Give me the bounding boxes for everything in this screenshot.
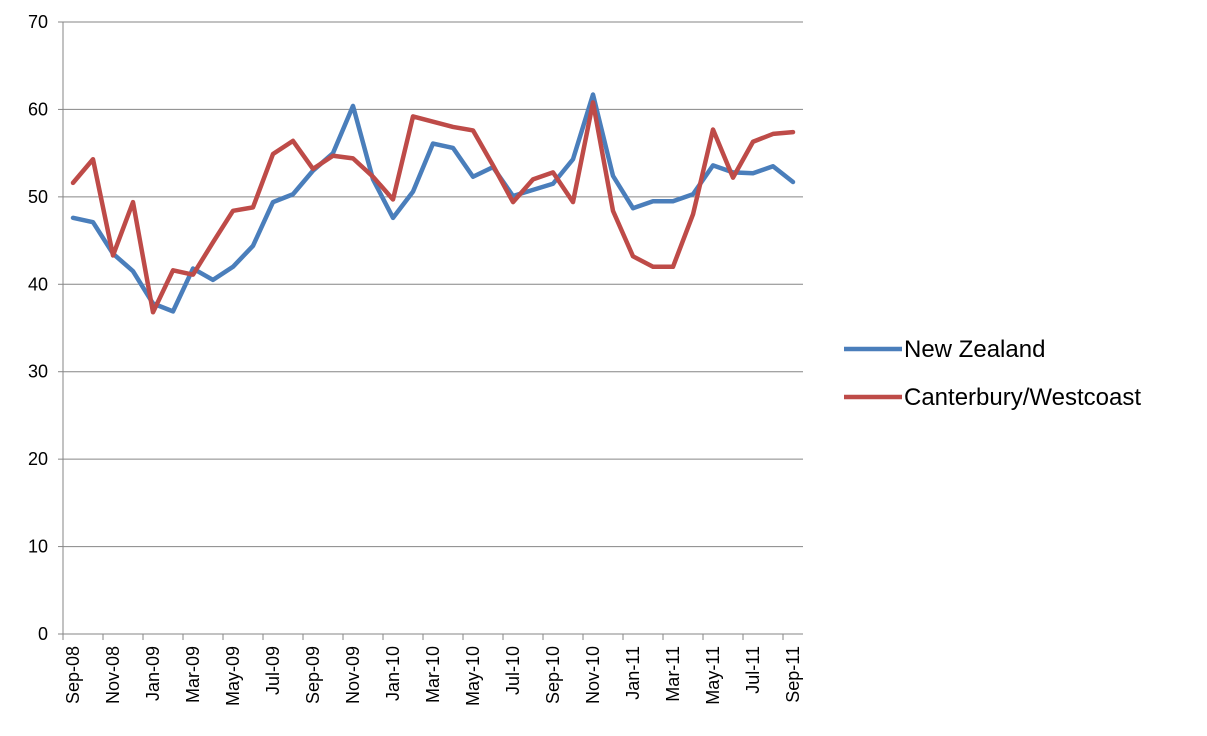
x-tick-label: Jul-09 [263, 646, 283, 695]
y-tick-label: 40 [28, 274, 48, 294]
x-tick-label: Mar-09 [183, 646, 203, 703]
x-tick-label: Sep-08 [63, 646, 83, 704]
y-tick-label: 50 [28, 187, 48, 207]
y-tick-label: 20 [28, 449, 48, 469]
series-line [70, 100, 796, 315]
x-tick-label: Nov-08 [103, 646, 123, 704]
x-tick-label: Nov-10 [583, 646, 603, 704]
x-tick-label: Nov-09 [343, 646, 363, 704]
series-line [70, 92, 796, 314]
y-tick-label: 0 [38, 624, 48, 644]
legend-label: Canterbury/Westcoast [904, 384, 1141, 411]
x-tick-label: Sep-09 [303, 646, 323, 704]
x-tick-label: Jan-11 [623, 646, 643, 700]
y-tick-label: 30 [28, 362, 48, 382]
x-tick-label: Jan-09 [143, 646, 163, 701]
x-tick-label: May-09 [223, 646, 243, 706]
x-tick-label: May-11 [703, 646, 723, 705]
legend-label: New Zealand [904, 336, 1045, 363]
x-tick-label: Mar-11 [663, 646, 683, 702]
x-tick-label: Sep-10 [543, 646, 563, 704]
x-tick-label: Sep-11 [783, 646, 803, 703]
y-tick-label: 10 [28, 537, 48, 557]
x-tick-label: Jul-10 [503, 646, 523, 695]
y-tick-label: 60 [28, 99, 48, 119]
x-tick-label: Jan-10 [383, 646, 403, 701]
x-tick-label: May-10 [463, 646, 483, 706]
x-tick-label: Jul-11 [743, 646, 763, 694]
y-tick-label: 70 [28, 12, 48, 32]
x-tick-label: Mar-10 [423, 646, 443, 703]
